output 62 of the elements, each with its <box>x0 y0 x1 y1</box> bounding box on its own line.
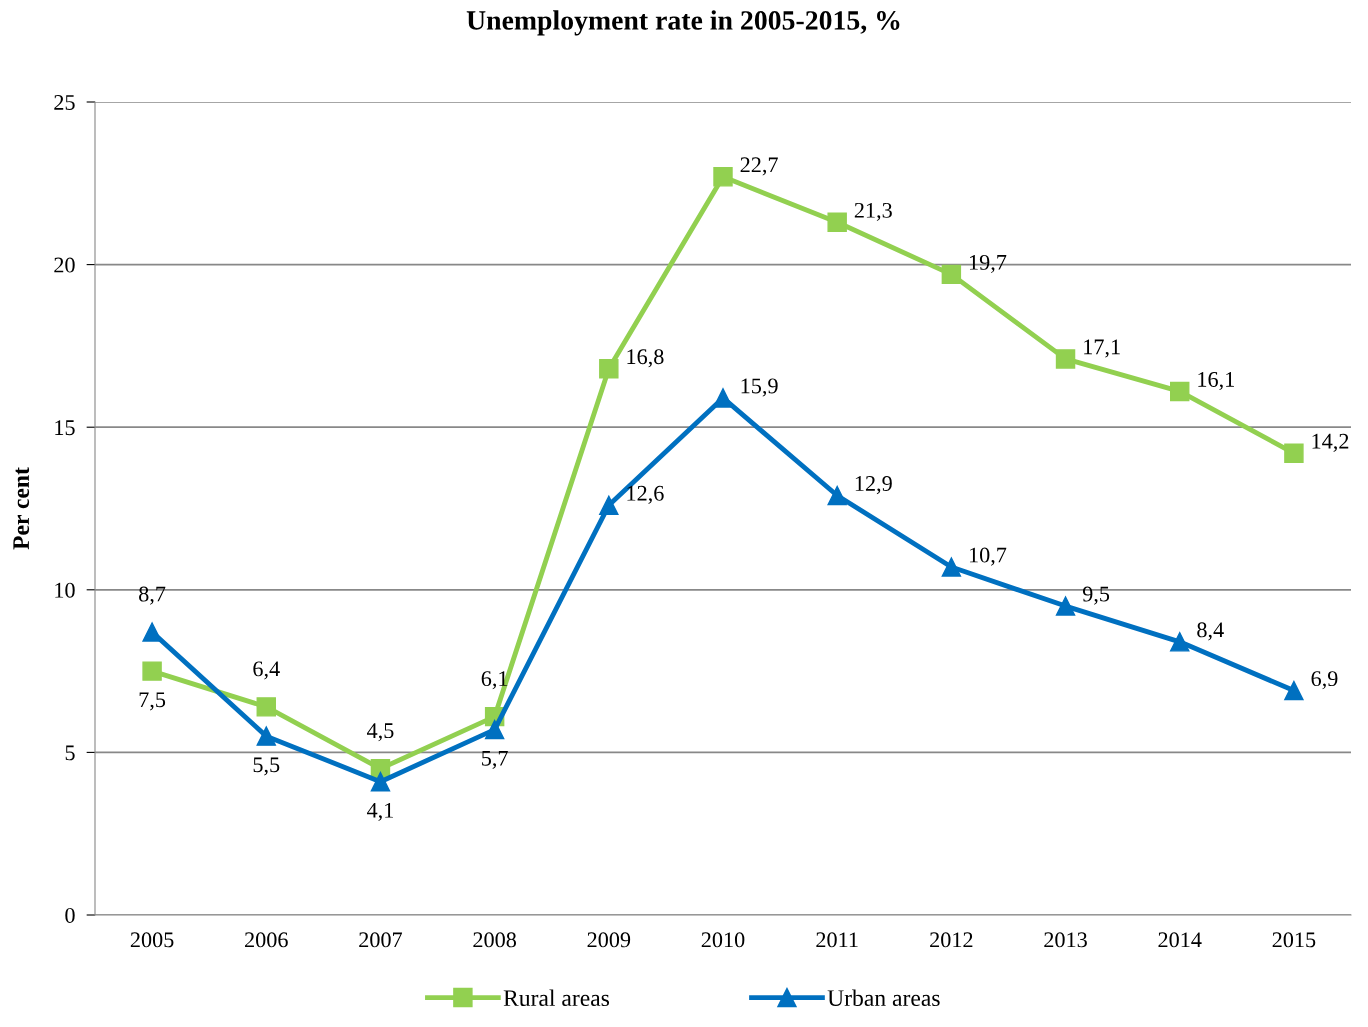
point <box>370 771 391 792</box>
data-label: 6,9 <box>1311 671 1338 690</box>
data-label: 15,9 <box>741 378 778 397</box>
point <box>827 485 847 506</box>
y-tick-label: 5 <box>65 745 75 761</box>
point <box>1055 349 1076 369</box>
point <box>256 726 276 746</box>
point <box>1055 596 1076 616</box>
legend-label: Rural areas <box>503 989 610 1007</box>
point <box>142 622 162 642</box>
data-label: 5,7 <box>482 750 508 769</box>
data-label: 7,5 <box>139 692 166 711</box>
x-tick-label: 2011 <box>816 932 858 948</box>
y-tick-label: 15 <box>55 420 75 436</box>
y-tick-label: 25 <box>54 94 75 110</box>
point <box>713 167 733 187</box>
y-axis-title: Per cent <box>13 467 30 550</box>
data-label: 22,7 <box>740 157 778 176</box>
point <box>941 557 962 577</box>
x-tick-label: 2006 <box>245 932 288 948</box>
x-tick-label: 2010 <box>701 932 745 948</box>
data-label: 19,7 <box>969 254 1007 274</box>
x-tick-label: 2008 <box>473 932 517 948</box>
point <box>1170 381 1190 402</box>
data-label: 4,5 <box>367 723 394 742</box>
point <box>484 719 505 740</box>
point <box>599 495 619 515</box>
data-label: 10,7 <box>969 547 1007 566</box>
legend-label: Urban areas <box>827 989 940 1007</box>
point <box>1284 680 1304 701</box>
data-label: 14,2 <box>1312 433 1349 452</box>
point <box>713 388 733 408</box>
y-tick-label: 10 <box>55 582 75 598</box>
x-tick-label: 2015 <box>1272 932 1316 948</box>
data-label: 4,1 <box>367 802 394 821</box>
x-tick-label: 2005 <box>130 932 174 948</box>
point <box>1170 632 1190 652</box>
data-label: 16,8 <box>627 349 664 368</box>
x-tick-label: 2014 <box>1158 932 1202 948</box>
x-tick-label: 2009 <box>587 932 631 948</box>
x-tick-label: 2013 <box>1044 932 1087 948</box>
data-label: 9,5 <box>1082 586 1110 605</box>
x-tick-label: 2007 <box>359 932 403 948</box>
data-label: 12,6 <box>627 485 664 504</box>
data-label: 16,1 <box>1198 371 1234 391</box>
point <box>827 212 847 233</box>
data-label: 6,4 <box>253 661 280 680</box>
data-label: 21,3 <box>854 202 892 222</box>
data-label: 5,5 <box>253 757 280 776</box>
point <box>941 264 962 285</box>
y-tick-label: 20 <box>54 257 75 273</box>
y-tick-label: 0 <box>65 907 75 923</box>
data-label: 8,4 <box>1197 622 1224 641</box>
point <box>599 358 619 379</box>
data-label: 12,9 <box>855 476 892 495</box>
point <box>1284 443 1304 463</box>
point <box>142 661 162 681</box>
point <box>256 697 276 717</box>
x-tick-label: 2012 <box>930 932 973 948</box>
chart-title: Unemployment rate in 2005-2015, % <box>466 10 900 36</box>
data-label: 8,7 <box>139 586 166 605</box>
data-label: 17,1 <box>1084 339 1120 358</box>
